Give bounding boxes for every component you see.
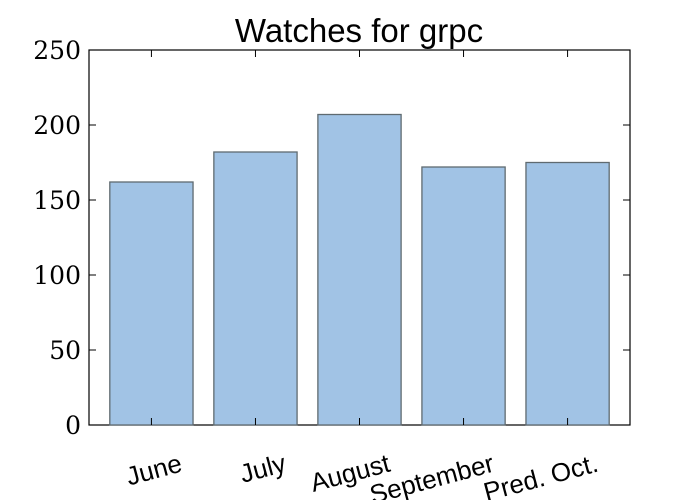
bar-september — [421, 166, 506, 426]
bar-pred-oct — [525, 161, 610, 426]
y-tick-label: 100 — [33, 261, 81, 290]
bars-group — [109, 113, 610, 426]
bar-june — [109, 181, 194, 426]
x-tick-label-july: July — [237, 448, 289, 489]
bar-august — [317, 113, 402, 426]
x-tick-label-pred-oct: Pred. Oct. — [480, 448, 601, 500]
chart-title: Watches for grpc — [235, 12, 483, 49]
y-tick-label: 150 — [33, 186, 81, 215]
y-tick-label: 0 — [65, 411, 81, 440]
y-tick-label: 50 — [49, 336, 81, 365]
y-tick-label: 200 — [33, 111, 81, 140]
bar-july — [213, 151, 298, 426]
y-axis: 0 50 100 150 200 250 — [33, 36, 630, 440]
y-tick-label: 250 — [33, 36, 81, 65]
x-tick-label-june: June — [123, 448, 185, 492]
